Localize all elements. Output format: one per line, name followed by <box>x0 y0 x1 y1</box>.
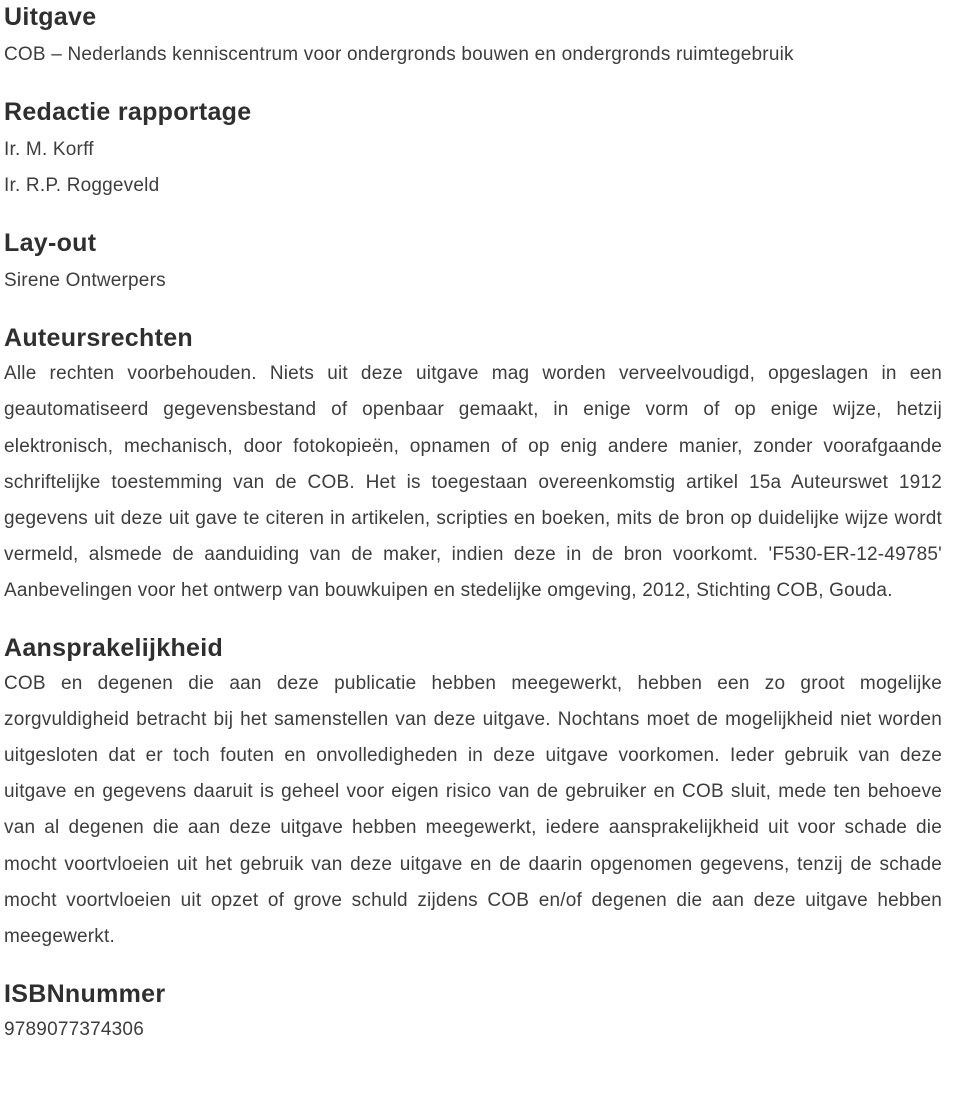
heading-auteursrechten: Auteursrechten <box>4 321 942 356</box>
section-uitgave: Uitgave COB – Nederlands kenniscentrum v… <box>4 0 942 73</box>
redactie-line-1: Ir. M. Korff <box>4 132 942 168</box>
section-aansprakelijkheid: Aansprakelijkheid COB en degenen die aan… <box>4 631 942 955</box>
section-isbn: ISBNnummer 9789077374306 <box>4 977 942 1048</box>
text-layout: Sirene Ontwerpers <box>4 263 942 299</box>
heading-layout: Lay-out <box>4 226 942 261</box>
text-isbn: 9789077374306 <box>4 1012 942 1048</box>
heading-uitgave: Uitgave <box>4 0 942 35</box>
redactie-line-2: Ir. R.P. Roggeveld <box>4 168 942 204</box>
text-auteursrechten: Alle rechten voorbehouden. Niets uit dez… <box>4 356 942 609</box>
heading-aansprakelijkheid: Aansprakelijkheid <box>4 631 942 666</box>
text-aansprakelijkheid: COB en degenen die aan deze publicatie h… <box>4 666 942 955</box>
section-auteursrechten: Auteursrechten Alle rechten voorbehouden… <box>4 321 942 609</box>
section-layout: Lay-out Sirene Ontwerpers <box>4 226 942 299</box>
heading-isbn: ISBNnummer <box>4 977 942 1012</box>
heading-redactie: Redactie rapportage <box>4 95 942 130</box>
text-uitgave: COB – Nederlands kenniscentrum voor onde… <box>4 37 942 73</box>
section-redactie: Redactie rapportage Ir. M. Korff Ir. R.P… <box>4 95 942 204</box>
